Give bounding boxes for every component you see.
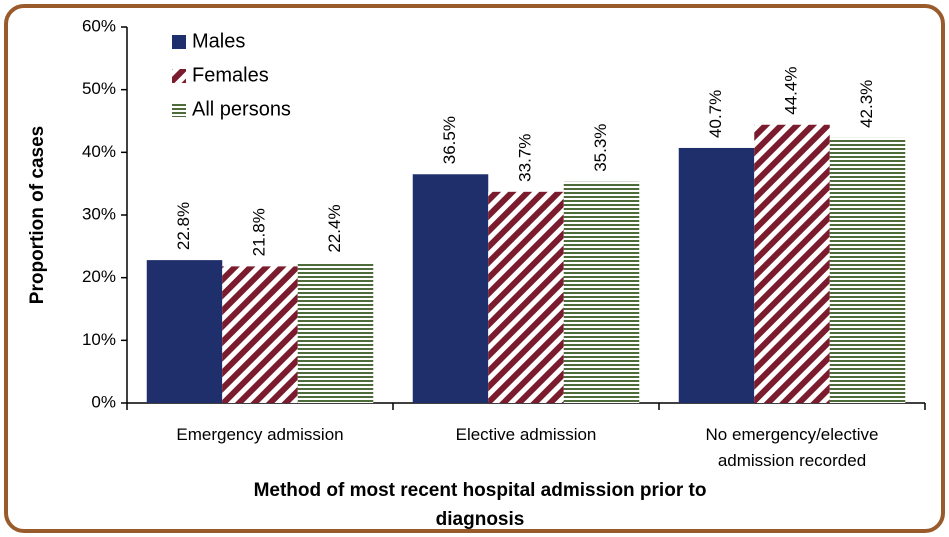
data-label: 36.5% [440,116,459,164]
data-label: 40.7% [706,90,725,138]
data-label: 22.4% [325,204,344,252]
data-label: 44.4% [781,67,800,115]
data-label: 42.3% [857,80,876,128]
x-axis-title: Method of most recent hospital admission… [253,480,707,530]
bar [563,181,640,403]
legend-swatch [172,103,186,117]
bar [488,191,564,403]
legend-swatch [172,35,186,49]
y-tick-label: 20% [82,267,116,286]
x-tick-label: Emergency admission [176,425,344,444]
data-label: 21.8% [249,208,268,256]
bar [412,174,489,403]
legend-swatch [172,69,186,83]
y-tick-label: 60% [82,16,116,35]
bar [222,266,298,403]
y-tick-label: 40% [82,142,116,161]
y-tick-label: 30% [82,204,116,223]
legend-label: All persons [192,98,291,120]
data-label: 35.3% [591,124,610,172]
y-tick-label: 0% [91,392,116,411]
legend-label: Males [192,30,245,52]
y-tick-label: 10% [82,330,116,349]
bar [297,262,374,403]
bar [829,137,906,404]
data-label: 22.8% [174,202,193,250]
y-axis-title: Proportion of cases [27,126,48,304]
x-tick-label: Elective admission [455,425,597,444]
legend-label: Females [192,64,269,86]
x-tick-label: No emergency/elective admission recorded [705,425,879,470]
bar [146,260,223,403]
bar [678,147,755,403]
y-tick-label: 50% [82,79,116,98]
bar [754,124,830,403]
data-label: 33.7% [515,134,534,182]
